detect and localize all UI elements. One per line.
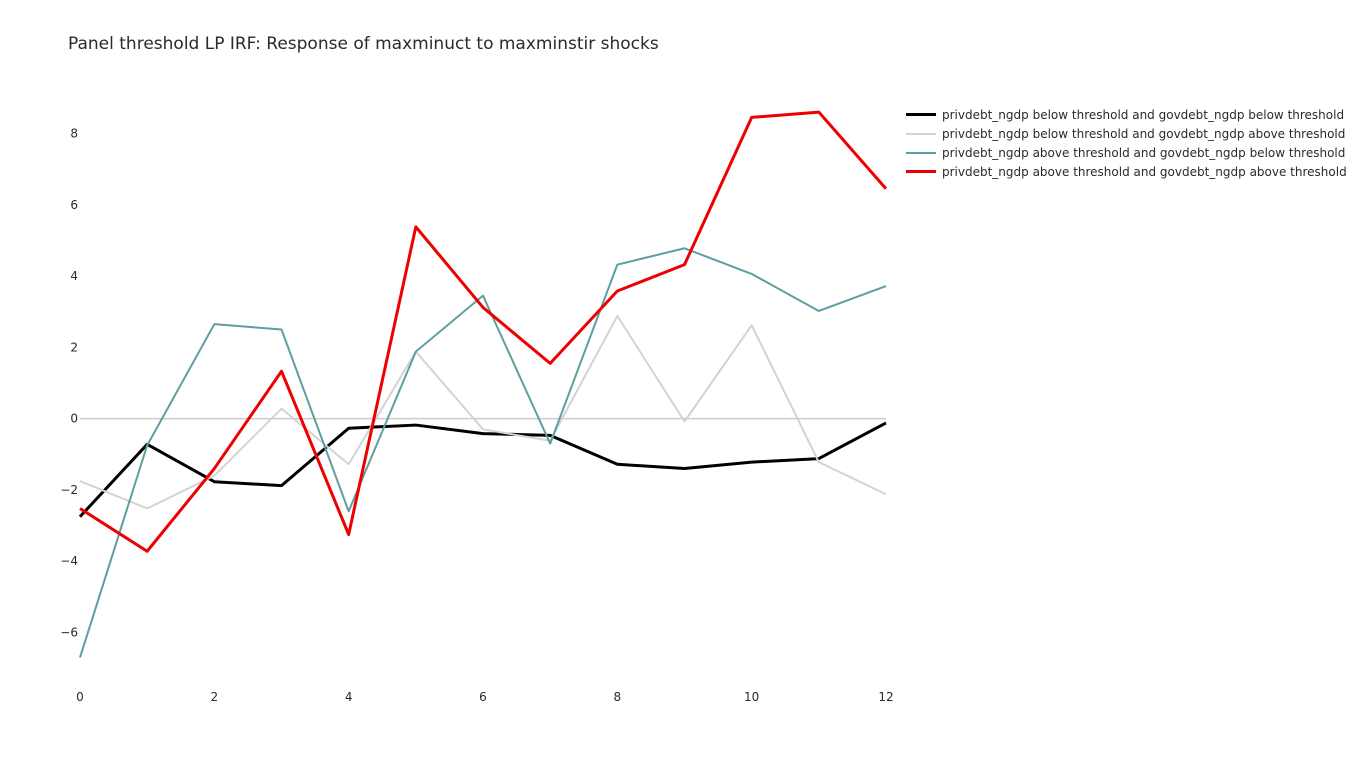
y-tick-label: 6 bbox=[70, 198, 78, 212]
y-tick-label: −2 bbox=[60, 483, 78, 497]
x-tick-label: 8 bbox=[614, 690, 622, 704]
x-tick-label: 4 bbox=[345, 690, 353, 704]
x-tick-label: 10 bbox=[744, 690, 759, 704]
legend-swatch bbox=[906, 132, 936, 135]
legend-label: privdebt_ngdp below threshold and govdeb… bbox=[942, 126, 1346, 141]
legend: privdebt_ngdp below threshold and govdeb… bbox=[906, 105, 1347, 181]
y-tick-label: 2 bbox=[70, 340, 78, 354]
y-tick-label: 4 bbox=[70, 269, 78, 283]
legend-label: privdebt_ngdp above threshold and govdeb… bbox=[942, 164, 1347, 179]
y-tick-label: −4 bbox=[60, 554, 78, 568]
y-tick-label: 0 bbox=[70, 412, 78, 426]
legend-label: privdebt_ngdp above threshold and govdeb… bbox=[942, 145, 1346, 160]
series-line-2 bbox=[79, 314, 887, 510]
legend-item-4[interactable]: privdebt_ngdp above threshold and govdeb… bbox=[906, 162, 1347, 181]
legend-swatch bbox=[906, 170, 936, 173]
series-line-3 bbox=[79, 247, 887, 658]
x-axis: 0 2 4 6 8 10 12 bbox=[76, 690, 893, 704]
series-line-1 bbox=[78, 421, 887, 518]
y-tick-label: −6 bbox=[60, 626, 78, 640]
x-tick-label: 12 bbox=[878, 690, 893, 704]
x-tick-label: 0 bbox=[76, 690, 84, 704]
chart-title: Panel threshold LP IRF: Response of maxm… bbox=[68, 34, 659, 54]
legend-item-2[interactable]: privdebt_ngdp below threshold and govdeb… bbox=[906, 124, 1347, 143]
series-layer bbox=[78, 110, 888, 658]
legend-swatch bbox=[906, 113, 936, 116]
legend-label: privdebt_ngdp below threshold and govdeb… bbox=[942, 107, 1345, 122]
legend-swatch bbox=[906, 151, 936, 154]
y-tick-label: 8 bbox=[70, 126, 78, 140]
legend-item-3[interactable]: privdebt_ngdp above threshold and govdeb… bbox=[906, 143, 1347, 162]
x-tick-label: 6 bbox=[479, 690, 487, 704]
y-axis: −6 −4 −2 0 2 4 6 8 bbox=[60, 126, 78, 639]
series-line-4 bbox=[79, 110, 888, 553]
legend-item-1[interactable]: privdebt_ngdp below threshold and govdeb… bbox=[906, 105, 1347, 124]
x-tick-label: 2 bbox=[211, 690, 219, 704]
